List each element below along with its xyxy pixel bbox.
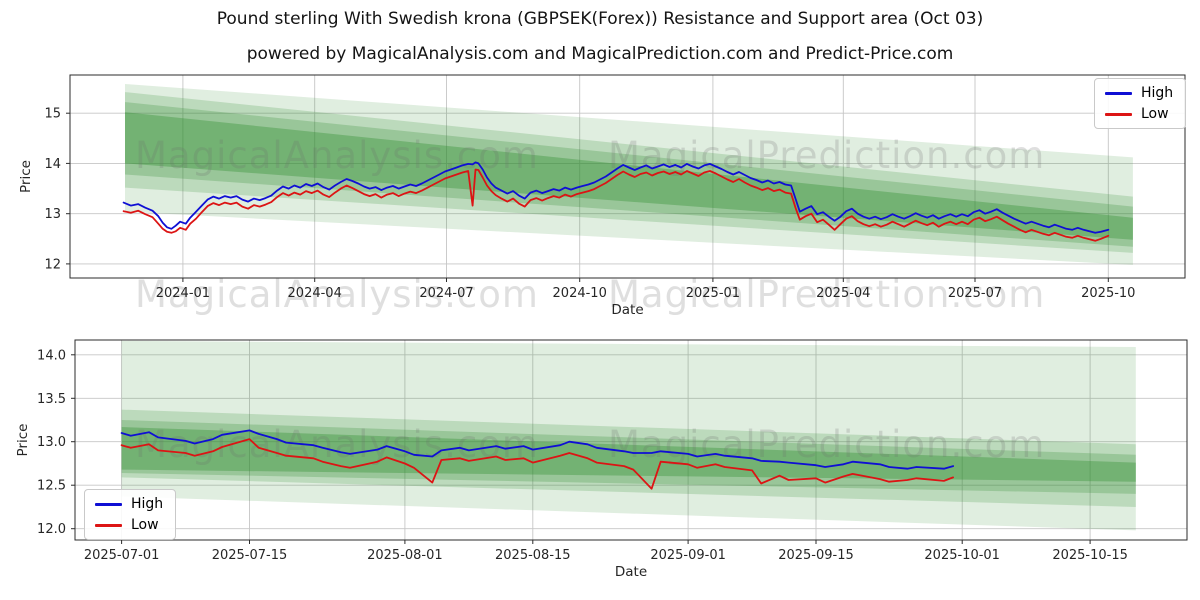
watermark-text: MagicalAnalysis.com [135,273,539,316]
x-tick-label: 2025-10 [1081,286,1135,301]
legend-item-low: Low [95,518,163,532]
bottom-chart-legend: High Low [84,489,177,540]
low-price-line [120,438,954,490]
x-tick-label: 2025-07 [948,286,1002,301]
high-line-swatch [95,502,122,506]
top-chart-legend: High Low [1094,78,1187,129]
high-line-swatch [1105,91,1132,95]
watermark-text: MagicalAnalysis.com [135,423,539,466]
high-price-line [122,161,1110,234]
x-tick-label: 2024-10 [553,286,607,301]
x-tick-label: 2025-01 [686,286,740,301]
x-tick-label: 2025-04 [816,286,870,301]
support-resistance-band [125,112,1133,240]
x-tick-label: 2024-07 [419,286,473,301]
legend-high-label: High [1141,85,1174,101]
x-tick-label: 2025-08-01 [367,548,443,563]
plot-frame [69,74,1186,279]
x-tick-label: 2025-09-01 [650,548,726,563]
y-tick-label: 13.5 [37,392,66,407]
y-axis-label: Price [18,160,34,193]
legend-item-high: High [1105,86,1173,100]
low-line-swatch [1105,112,1132,116]
x-tick-label: 2025-08-15 [495,548,571,563]
low-price-line [122,168,1110,242]
legend-low-label: Low [1141,106,1169,122]
chart-subtitle: powered by MagicalAnalysis.com and Magic… [246,44,954,64]
support-resistance-band [121,420,1136,494]
y-tick-label: 14 [44,157,61,172]
chart-title: Pound sterling With Swedish krona (GBPSE… [216,9,984,29]
x-tick-label: 2025-10-01 [924,548,1000,563]
x-tick-label: 2024-01 [156,286,210,301]
x-axis-label: Date [615,564,647,580]
watermark-text: MagicalPrediction.com [608,134,1045,177]
legend-item-high: High [95,497,163,511]
watermark-text: MagicalPrediction.com [608,423,1045,466]
x-tick-label: 2025-10-15 [1052,548,1128,563]
support-resistance-band [121,427,1136,482]
x-tick-label: 2025-07-15 [212,548,288,563]
legend-low-label: Low [131,517,159,533]
y-tick-label: 12.5 [37,479,66,494]
support-resistance-band [121,340,1136,531]
watermark-text: MagicalAnalysis.com [135,134,539,177]
y-tick-label: 14.0 [37,348,66,363]
y-axis-label: Price [15,424,31,457]
support-resistance-band [121,409,1136,507]
x-axis-label: Date [611,302,643,318]
x-tick-label: 2025-07-01 [84,548,160,563]
x-tick-label: 2024-04 [288,286,342,301]
x-tick-label: 2025-09-15 [778,548,854,563]
legend-item-low: Low [1105,107,1173,121]
y-tick-label: 13 [44,207,61,222]
plot-frame [74,339,1188,541]
high-price-line [120,429,954,470]
low-line-swatch [95,523,122,527]
support-resistance-band [125,92,1133,253]
watermark-text: MagicalPrediction.com [608,273,1045,316]
y-tick-label: 15 [44,107,61,122]
legend-high-label: High [131,496,164,512]
y-tick-label: 13.0 [37,435,66,450]
y-tick-label: 12 [44,257,61,272]
y-tick-label: 12.0 [37,522,66,537]
